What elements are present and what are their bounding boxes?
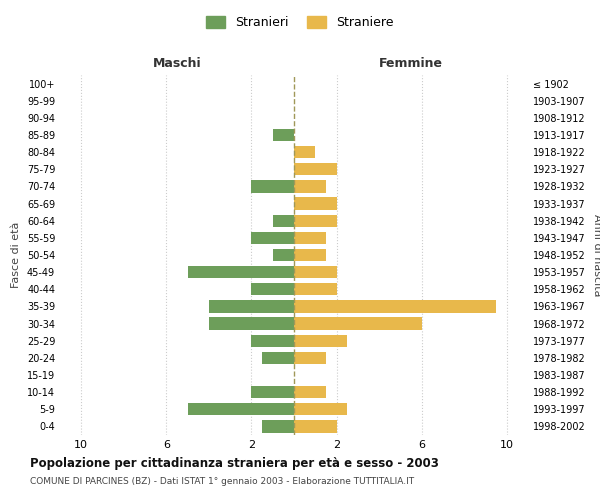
Bar: [262, 420, 294, 432]
Bar: [294, 300, 496, 312]
Text: Femmine: Femmine: [379, 57, 443, 70]
Bar: [251, 334, 294, 347]
Y-axis label: Anni di nascita: Anni di nascita: [592, 214, 600, 296]
Bar: [294, 249, 326, 261]
Bar: [294, 283, 337, 296]
Bar: [294, 420, 337, 432]
Bar: [209, 318, 294, 330]
Bar: [294, 146, 315, 158]
Bar: [251, 232, 294, 244]
Bar: [251, 386, 294, 398]
Bar: [294, 352, 326, 364]
Bar: [273, 214, 294, 227]
Bar: [294, 163, 337, 175]
Bar: [209, 300, 294, 312]
Legend: Stranieri, Straniere: Stranieri, Straniere: [202, 11, 398, 34]
Bar: [188, 266, 294, 278]
Bar: [294, 334, 347, 347]
Bar: [273, 129, 294, 141]
Bar: [251, 180, 294, 192]
Text: Maschi: Maschi: [152, 57, 202, 70]
Bar: [251, 283, 294, 296]
Bar: [294, 198, 337, 209]
Bar: [294, 214, 337, 227]
Y-axis label: Fasce di età: Fasce di età: [11, 222, 21, 288]
Text: COMUNE DI PARCINES (BZ) - Dati ISTAT 1° gennaio 2003 - Elaborazione TUTTITALIA.I: COMUNE DI PARCINES (BZ) - Dati ISTAT 1° …: [30, 478, 414, 486]
Text: Popolazione per cittadinanza straniera per età e sesso - 2003: Popolazione per cittadinanza straniera p…: [30, 458, 439, 470]
Bar: [188, 403, 294, 415]
Bar: [294, 180, 326, 192]
Bar: [294, 403, 347, 415]
Bar: [294, 318, 422, 330]
Bar: [294, 386, 326, 398]
Bar: [262, 352, 294, 364]
Bar: [294, 232, 326, 244]
Bar: [273, 249, 294, 261]
Bar: [294, 266, 337, 278]
